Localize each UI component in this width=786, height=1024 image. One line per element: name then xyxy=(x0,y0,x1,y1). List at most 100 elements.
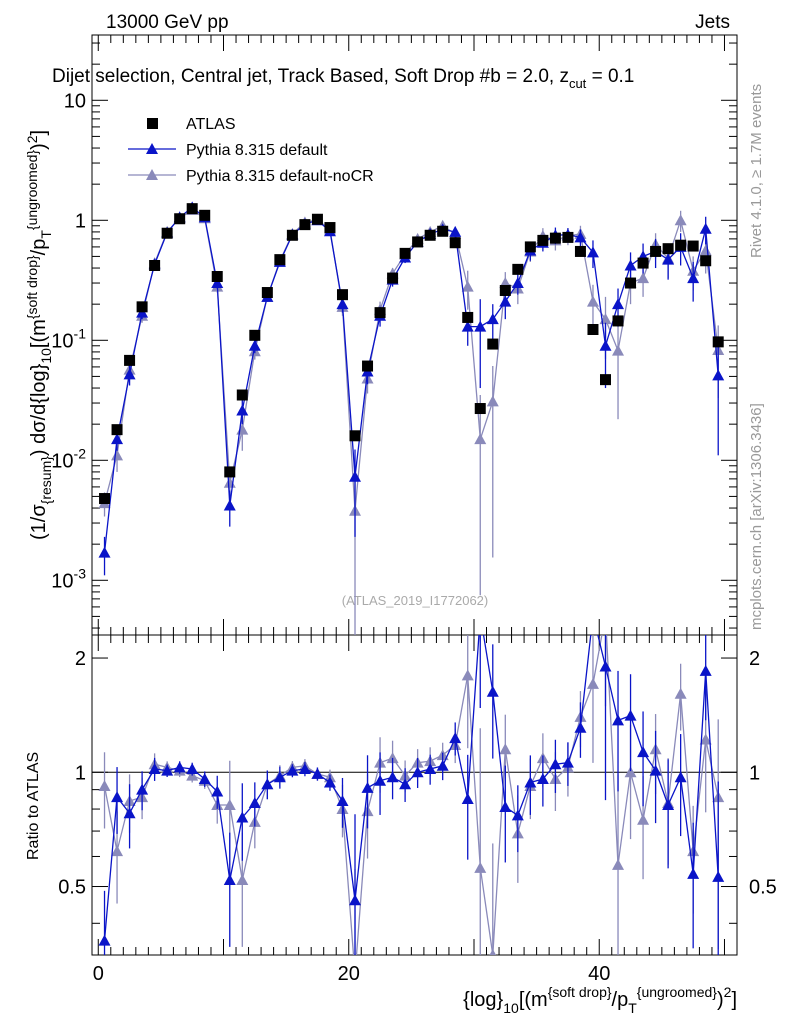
plot-title: Dijet selection, Central jet, Track Base… xyxy=(52,66,634,91)
atlas-point xyxy=(625,277,637,289)
atlas-point xyxy=(637,257,649,269)
ratio-default-point xyxy=(687,867,700,879)
atlas-point xyxy=(587,323,599,335)
ratio-nocr-point xyxy=(699,733,712,745)
atlas-point xyxy=(662,243,674,255)
atlas-point xyxy=(261,287,273,299)
ratio-default-point xyxy=(298,763,311,775)
ratio-series xyxy=(98,635,725,955)
ratio-nocr-point xyxy=(637,813,650,825)
ratio-default-point xyxy=(123,807,136,819)
pythia-default-line xyxy=(103,206,719,553)
pythia-default-point xyxy=(349,470,362,482)
pythia-default-group xyxy=(98,201,725,576)
ratio-default-point xyxy=(273,771,286,783)
ratio-axes: 0 20 40 2 2 1 1 0.5 0.5 xyxy=(58,635,777,985)
atlas-point xyxy=(211,271,223,283)
ratio-default-point xyxy=(574,721,587,733)
atlas-point xyxy=(161,227,173,239)
pythia-default-point xyxy=(336,298,349,310)
ratio-nocr-point xyxy=(111,845,124,857)
atlas-point xyxy=(700,255,712,267)
atlas-point xyxy=(99,493,111,505)
ratio-default-point xyxy=(599,660,612,672)
ratio-default-point xyxy=(374,774,387,786)
ratio-plot-frame xyxy=(91,634,738,956)
atlas-point xyxy=(537,234,549,246)
ratio-y-tick-label: 2 xyxy=(75,648,86,670)
ratio-default-point xyxy=(336,795,349,807)
atlas-point xyxy=(650,245,662,257)
atlas-point xyxy=(336,289,348,301)
ratio-nocr-point xyxy=(674,687,687,699)
pythia-nocr-point xyxy=(586,295,599,307)
ratio-default-point xyxy=(524,776,537,788)
pythia-default-point xyxy=(111,433,124,445)
atlas-point xyxy=(675,239,687,251)
atlas-point xyxy=(311,213,323,225)
ratio-nocr-point xyxy=(236,874,249,886)
y-tick-label: 10-2 xyxy=(51,445,86,472)
header-jets-label: Jets xyxy=(695,12,730,33)
legend-marker-atlas xyxy=(147,118,158,129)
atlas-point xyxy=(499,284,511,296)
x-tick-label: 0 xyxy=(93,963,104,985)
atlas-point xyxy=(437,225,449,237)
atlas-point xyxy=(149,259,161,271)
ratio-default-point xyxy=(511,809,524,821)
atlas-point xyxy=(574,245,586,257)
atlas-point xyxy=(474,403,486,415)
mcplots-label: mcplots.cern.ch [arXiv:1306.3436] xyxy=(748,403,765,630)
atlas-point xyxy=(549,232,561,244)
pythia-default-point xyxy=(449,225,462,237)
ratio-nocr-group xyxy=(98,635,725,955)
ratio-nocr-point xyxy=(586,677,599,689)
legend: ATLAS Pythia 8.315 default Pythia 8.315 … xyxy=(128,116,374,185)
atlas-point xyxy=(412,236,424,248)
atlas-point xyxy=(286,229,298,241)
atlas-point xyxy=(462,311,474,323)
pythia-nocr-point xyxy=(474,433,487,445)
pythia-nocr-point xyxy=(637,272,650,284)
atlas-point xyxy=(712,336,724,348)
ratio-default-point xyxy=(248,796,261,808)
ratio-default-point xyxy=(311,767,324,779)
ratio-default-point xyxy=(286,764,299,776)
atlas-point xyxy=(274,254,286,266)
atlas-point xyxy=(349,430,361,442)
ratio-default-point xyxy=(561,756,574,768)
ratio-default-point xyxy=(111,791,124,803)
pythia-default-point xyxy=(511,277,524,289)
pythia-default-point xyxy=(687,272,700,284)
ratio-default-point xyxy=(211,785,224,797)
ratio-y-tick-label: 0.5 xyxy=(58,877,86,899)
atlas-point xyxy=(362,360,374,372)
y-tick-label: 10-3 xyxy=(51,565,86,592)
ratio-y-axis-title: Ratio to ATLAS xyxy=(25,752,42,860)
ratio-default-point xyxy=(223,874,236,886)
ratio-nocr-point xyxy=(223,798,236,810)
pythia-default-point xyxy=(612,298,625,310)
ratio-y-tick-label-right: 1 xyxy=(749,762,760,784)
pythia-default-point xyxy=(586,246,599,258)
pythia-default-point xyxy=(461,320,474,332)
pythia-nocr-point xyxy=(461,280,474,292)
analysis-watermark: (ATLAS_2019_I1772062) xyxy=(342,593,488,608)
ratio-y-tick-label: 1 xyxy=(75,762,86,784)
pythia-default-point xyxy=(211,277,224,289)
x-tick-label: 20 xyxy=(338,963,360,985)
ratio-nocr-point xyxy=(461,669,474,681)
ratio-default-point xyxy=(198,773,211,785)
ratio-default-point xyxy=(436,759,449,771)
atlas-point xyxy=(374,307,386,319)
ratio-default-point xyxy=(161,764,174,776)
pythia-default-point xyxy=(712,369,725,381)
pythia-default-point xyxy=(599,339,612,351)
ratio-default-point xyxy=(612,714,625,726)
legend-marker-pythia-nocr xyxy=(146,169,158,180)
ratio-default-point xyxy=(261,778,274,790)
atlas-point xyxy=(299,219,311,231)
header-energy-label: 13000 GeV pp xyxy=(106,12,229,33)
legend-label-pythia-nocr: Pythia 8.315 default-noCR xyxy=(186,168,374,185)
main-axes: 10 1 10-1 10-2 10-3 xyxy=(51,35,737,635)
